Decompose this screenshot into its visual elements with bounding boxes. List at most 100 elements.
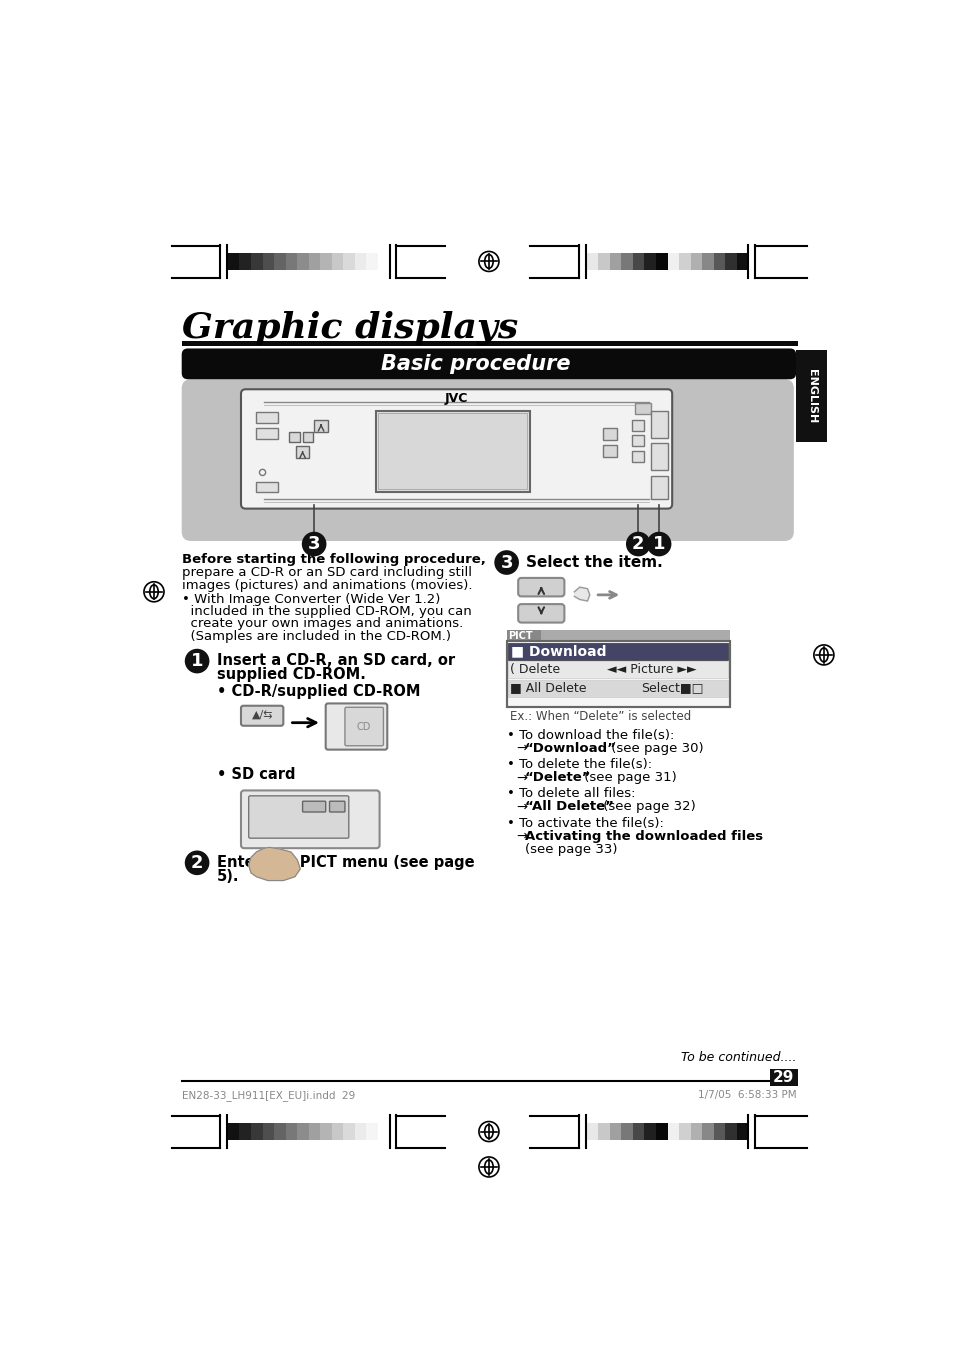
Text: JVC: JVC: [444, 392, 468, 405]
Bar: [609, 1123, 620, 1140]
Bar: [602, 444, 616, 457]
Bar: [289, 431, 299, 442]
Bar: [701, 253, 713, 270]
FancyBboxPatch shape: [329, 801, 345, 812]
Bar: [650, 476, 667, 499]
Text: Enter the PICT menu (see page: Enter the PICT menu (see page: [217, 855, 475, 870]
Circle shape: [494, 550, 518, 574]
Bar: [506, 642, 729, 708]
Text: (see page 33): (see page 33): [524, 843, 617, 855]
Text: 1: 1: [652, 535, 664, 553]
Circle shape: [646, 532, 671, 557]
Bar: [377, 253, 389, 270]
Text: images (pictures) and animations (movies).: images (pictures) and animations (movies…: [181, 578, 472, 592]
Text: Graphic displays: Graphic displays: [181, 311, 517, 346]
Bar: [602, 428, 616, 440]
Text: (see page 30): (see page 30): [606, 742, 702, 755]
Text: EN28-33_LH911[EX_EU]i.indd  29: EN28-33_LH911[EX_EU]i.indd 29: [181, 1090, 355, 1101]
Text: →: →: [516, 830, 526, 843]
Text: 29: 29: [772, 1070, 794, 1085]
Bar: [586, 253, 598, 270]
Bar: [355, 253, 366, 270]
Bar: [508, 661, 728, 678]
Text: Before starting the following procedure,: Before starting the following procedure,: [181, 554, 485, 566]
Bar: [632, 420, 644, 431]
Text: • CD-R/supplied CD-ROM: • CD-R/supplied CD-ROM: [217, 684, 420, 700]
FancyBboxPatch shape: [517, 604, 564, 623]
Text: ◄◄ Picture ►►: ◄◄ Picture ►►: [606, 663, 696, 676]
Bar: [769, 1069, 797, 1086]
Bar: [343, 1123, 355, 1140]
Text: 3: 3: [308, 535, 320, 553]
Circle shape: [478, 251, 498, 272]
Text: included in the supplied CD-ROM, you can: included in the supplied CD-ROM, you can: [181, 605, 471, 617]
Text: ■ Download: ■ Download: [511, 644, 606, 658]
FancyBboxPatch shape: [241, 705, 283, 725]
Text: 1/7/05  6:58:33 PM: 1/7/05 6:58:33 PM: [697, 1090, 796, 1100]
Bar: [239, 253, 251, 270]
Polygon shape: [249, 847, 300, 881]
Text: • With Image Converter (Wide Ver 1.2): • With Image Converter (Wide Ver 1.2): [181, 593, 439, 605]
Text: prepare a CD-R or an SD card including still: prepare a CD-R or an SD card including s…: [181, 566, 471, 580]
Bar: [650, 411, 667, 438]
Text: ▲/⇆: ▲/⇆: [252, 711, 274, 720]
Bar: [274, 253, 285, 270]
Bar: [251, 1123, 262, 1140]
Bar: [285, 253, 297, 270]
Bar: [355, 1123, 366, 1140]
Bar: [228, 1123, 239, 1140]
Circle shape: [185, 648, 210, 673]
Bar: [297, 1123, 309, 1140]
Bar: [256, 482, 277, 493]
Bar: [309, 253, 320, 270]
Text: “Download”: “Download”: [524, 742, 617, 755]
Bar: [724, 253, 736, 270]
Circle shape: [185, 851, 210, 875]
FancyBboxPatch shape: [517, 578, 564, 596]
Bar: [296, 446, 309, 458]
Text: ( Delete: ( Delete: [510, 663, 560, 676]
FancyBboxPatch shape: [302, 801, 325, 812]
Bar: [586, 1123, 598, 1140]
Bar: [650, 443, 667, 470]
Bar: [598, 1123, 609, 1140]
Text: ■ All Delete: ■ All Delete: [510, 681, 586, 694]
Bar: [508, 680, 728, 697]
Text: Basic procedure: Basic procedure: [380, 354, 570, 374]
Bar: [690, 253, 701, 270]
Circle shape: [144, 582, 164, 601]
Bar: [377, 1123, 389, 1140]
Bar: [679, 253, 690, 270]
Polygon shape: [574, 588, 589, 601]
Text: →: →: [516, 771, 526, 784]
Bar: [713, 1123, 724, 1140]
Text: “Delete”: “Delete”: [524, 771, 591, 784]
Bar: [656, 253, 667, 270]
Bar: [632, 1123, 644, 1140]
Circle shape: [813, 644, 833, 665]
Bar: [632, 435, 644, 446]
Bar: [251, 253, 262, 270]
Bar: [314, 420, 328, 432]
Bar: [598, 253, 609, 270]
Circle shape: [478, 1156, 498, 1177]
Bar: [256, 412, 277, 423]
Text: (see page 32): (see page 32): [598, 800, 695, 813]
Text: ENGLISH: ENGLISH: [805, 369, 816, 423]
Text: →: →: [516, 800, 526, 813]
FancyBboxPatch shape: [345, 708, 383, 746]
Text: • To delete the file(s):: • To delete the file(s):: [506, 758, 651, 771]
Bar: [796, 350, 826, 442]
Text: 2: 2: [191, 854, 203, 871]
Bar: [620, 1123, 632, 1140]
Text: supplied CD-ROM.: supplied CD-ROM.: [217, 667, 366, 682]
Text: • To download the file(s):: • To download the file(s):: [506, 728, 674, 742]
Bar: [736, 253, 748, 270]
Bar: [508, 643, 728, 659]
Bar: [667, 1123, 679, 1140]
Text: “All Delete”: “All Delete”: [524, 800, 614, 813]
Bar: [620, 253, 632, 270]
Text: Insert a CD-R, an SD card, or: Insert a CD-R, an SD card, or: [217, 654, 455, 669]
Bar: [644, 253, 656, 270]
Bar: [667, 253, 679, 270]
